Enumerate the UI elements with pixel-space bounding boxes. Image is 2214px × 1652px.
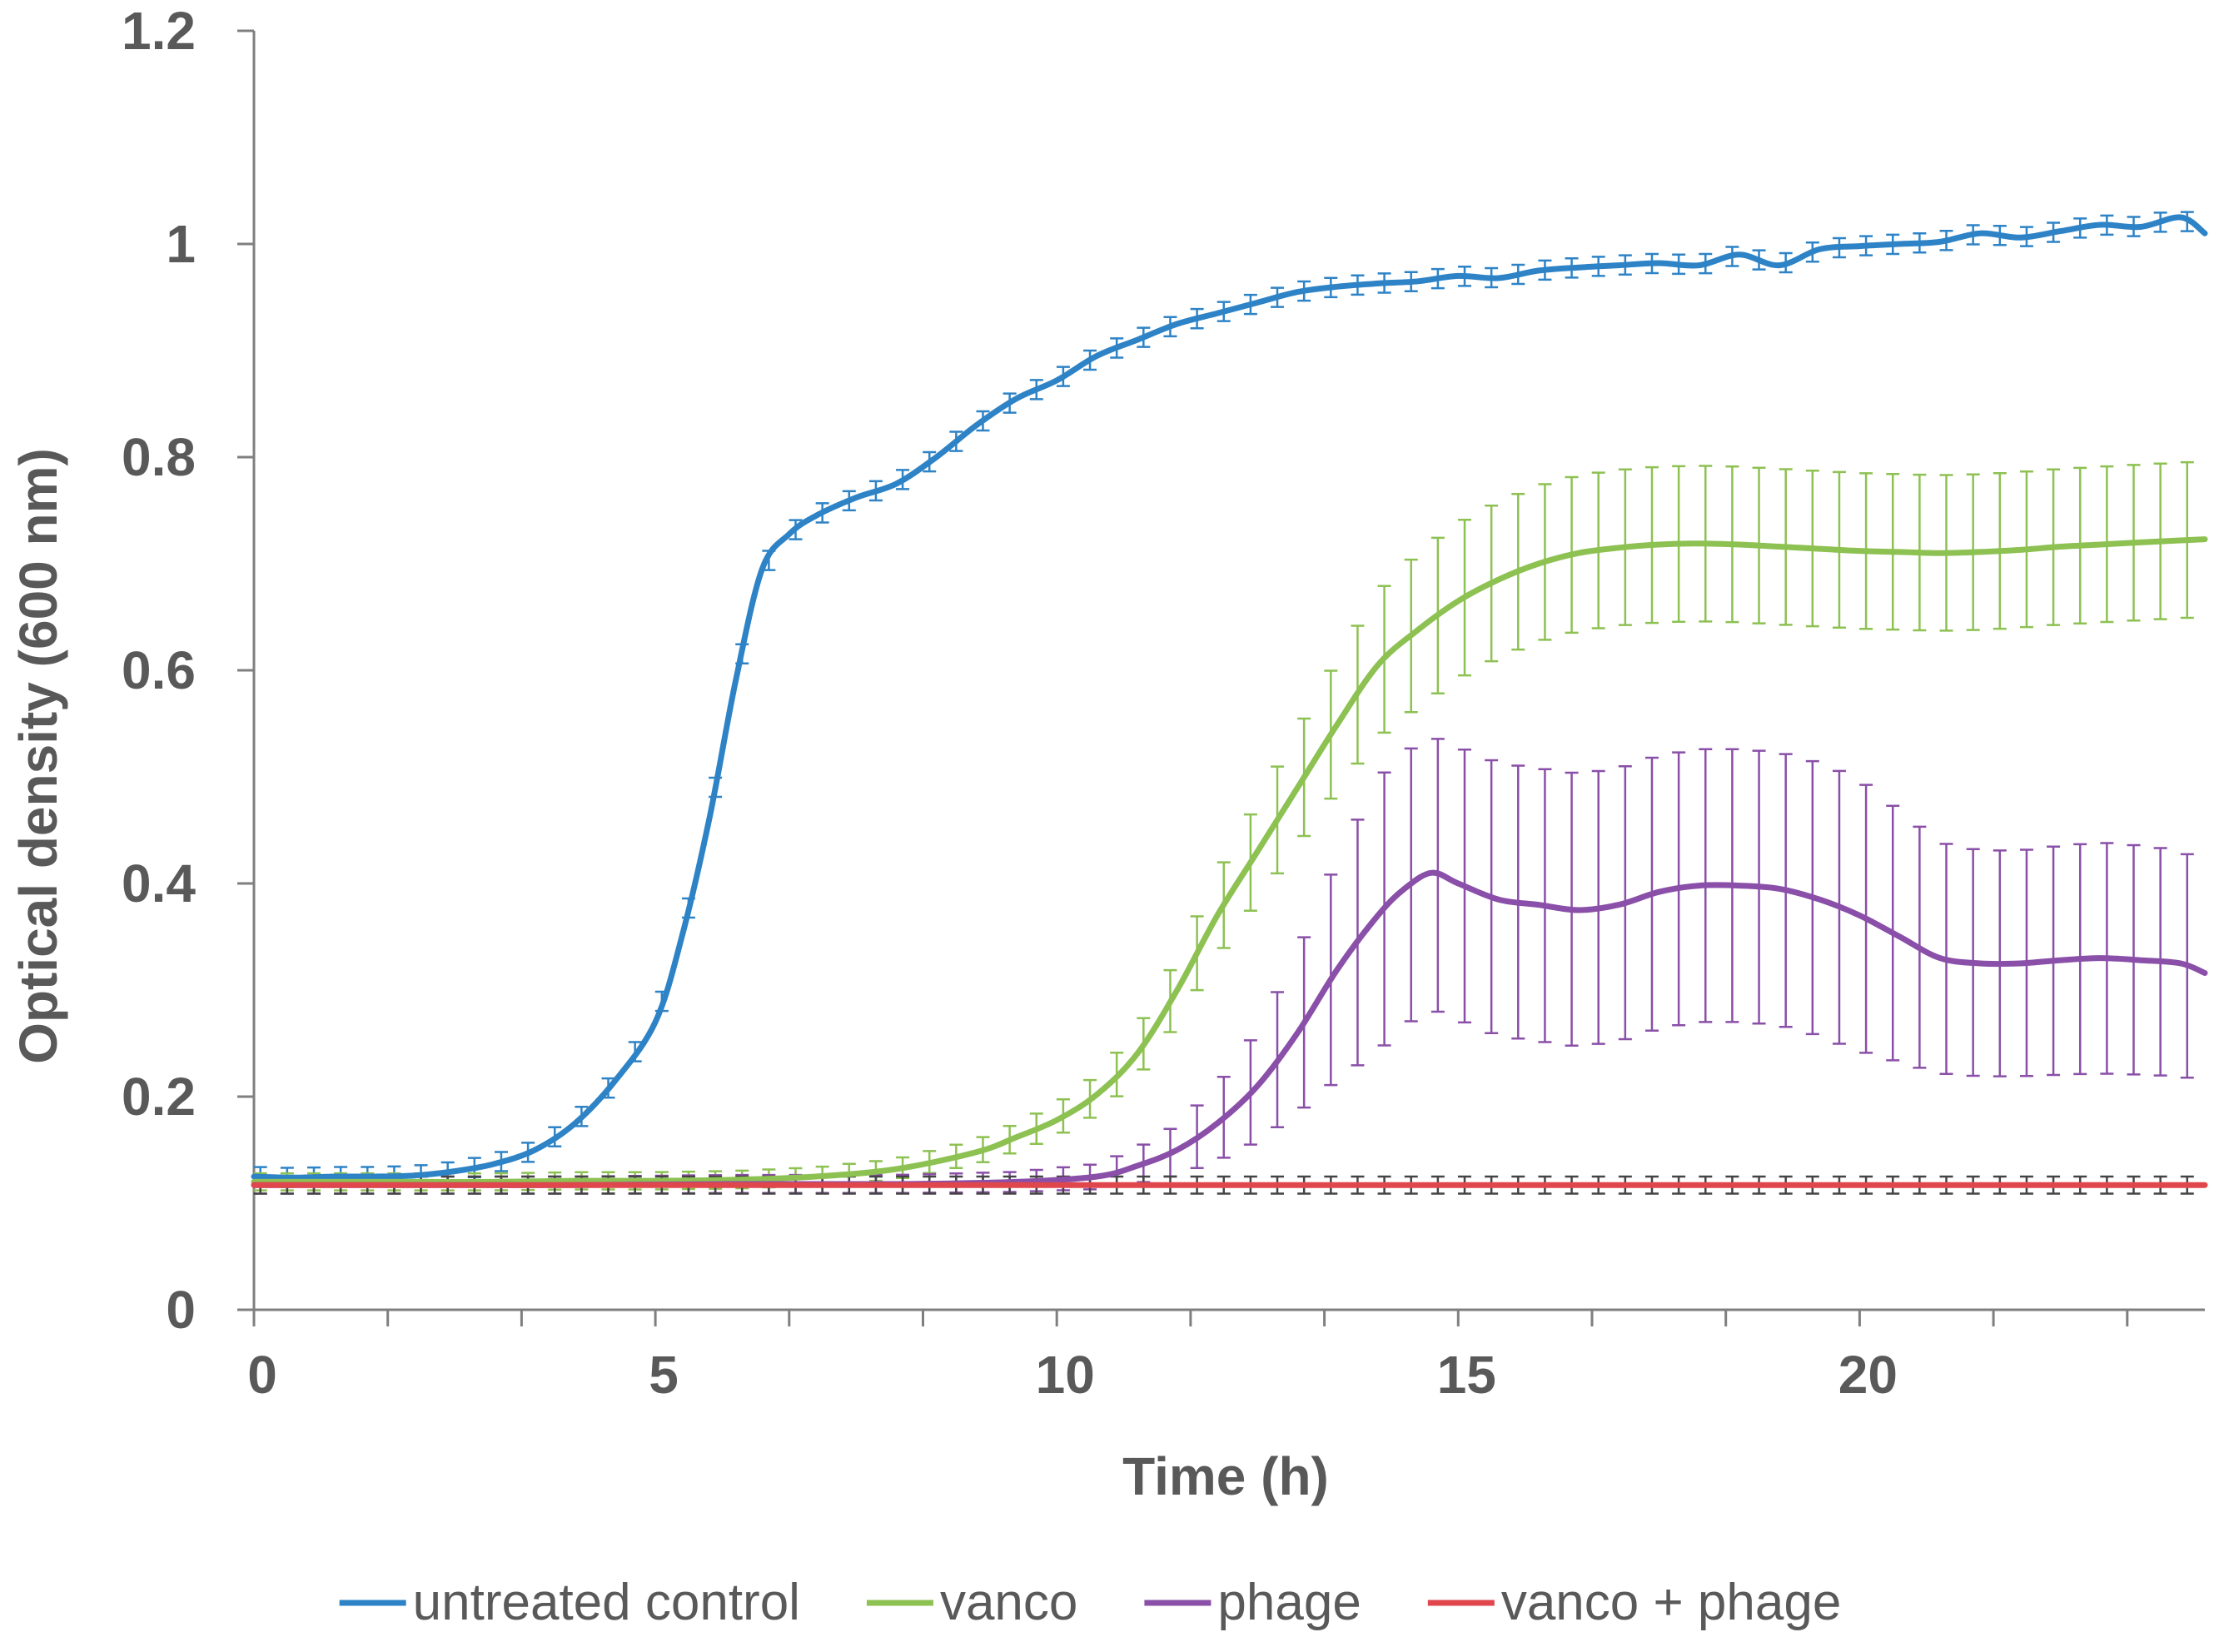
x-tick-label: 0 xyxy=(247,1345,277,1405)
error-bars-0 xyxy=(253,211,2194,1188)
x-axis-title: Time (h) xyxy=(1122,1446,1329,1506)
y-tick-label: 0.6 xyxy=(122,640,196,700)
error-bars xyxy=(253,211,2194,1195)
series-line-untreated-control xyxy=(251,214,2208,1181)
y-tick-label: 0.4 xyxy=(122,853,196,913)
series-line-vanco xyxy=(251,536,2208,1185)
legend: untreated control vanco phage vanco + phage xyxy=(339,1574,1842,1631)
y-tick-label: 0 xyxy=(166,1280,196,1340)
x-tick-label: 5 xyxy=(649,1345,679,1405)
y-axis-title: Optical density (600 nm) xyxy=(8,448,68,1064)
legend-item: vanco xyxy=(866,1574,1077,1631)
legend-label: untreated control xyxy=(413,1574,800,1631)
legend-label: vanco xyxy=(940,1574,1077,1631)
x-tick-label: 15 xyxy=(1437,1345,1496,1405)
x-tick-label: 20 xyxy=(1838,1345,1898,1405)
series-line-phage xyxy=(251,869,2208,1188)
y-tick-label: 0.2 xyxy=(122,1067,196,1127)
legend-item: phage xyxy=(1144,1574,1361,1631)
y-tick-label: 1.2 xyxy=(122,1,196,61)
legend-item: untreated control xyxy=(339,1574,800,1631)
axes xyxy=(237,29,2205,1326)
error-bars-2 xyxy=(253,738,2194,1195)
tick-labels: 0 0.2 0.4 0.6 0.8 1 1.2 0 5 10 15 20 xyxy=(122,1,1898,1405)
legend-label: vanco + phage xyxy=(1501,1574,1842,1631)
legend-item: vanco + phage xyxy=(1427,1574,1842,1631)
series-lines xyxy=(251,214,2208,1188)
y-tick-label: 1 xyxy=(166,214,196,274)
y-tick-label: 0.8 xyxy=(122,427,196,487)
legend-label: phage xyxy=(1217,1574,1361,1631)
x-tick-label: 10 xyxy=(1036,1345,1095,1405)
